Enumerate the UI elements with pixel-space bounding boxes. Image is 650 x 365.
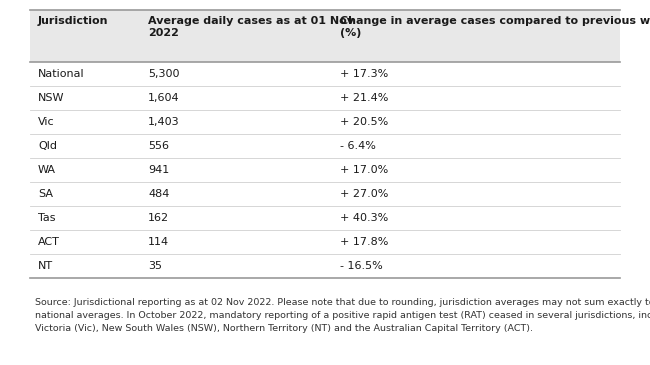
Text: 5,300: 5,300 <box>148 69 179 79</box>
Text: + 21.4%: + 21.4% <box>340 93 389 103</box>
Text: + 17.0%: + 17.0% <box>340 165 388 175</box>
Text: 1,604: 1,604 <box>148 93 179 103</box>
Text: + 20.5%: + 20.5% <box>340 117 388 127</box>
Text: + 40.3%: + 40.3% <box>340 213 388 223</box>
Text: SA: SA <box>38 189 53 199</box>
Text: 556: 556 <box>148 141 169 151</box>
Text: + 17.3%: + 17.3% <box>340 69 388 79</box>
Text: + 27.0%: + 27.0% <box>340 189 389 199</box>
Text: - 6.4%: - 6.4% <box>340 141 376 151</box>
Text: Jurisdiction: Jurisdiction <box>38 16 109 26</box>
Text: Qld: Qld <box>38 141 57 151</box>
Text: 162: 162 <box>148 213 169 223</box>
Text: Vic: Vic <box>38 117 55 127</box>
Text: NSW: NSW <box>38 93 64 103</box>
Text: 484: 484 <box>148 189 170 199</box>
Text: + 17.8%: + 17.8% <box>340 237 389 247</box>
Text: - 16.5%: - 16.5% <box>340 261 383 271</box>
Text: 941: 941 <box>148 165 169 175</box>
Bar <box>30 10 620 62</box>
Text: NT: NT <box>38 261 53 271</box>
Text: National: National <box>38 69 84 79</box>
Text: WA: WA <box>38 165 56 175</box>
Text: Tas: Tas <box>38 213 55 223</box>
Text: Source: Jurisdictional reporting as at 02 Nov 2022. Please note that due to roun: Source: Jurisdictional reporting as at 0… <box>35 298 650 333</box>
Text: Change in average cases compared to previous week
(%): Change in average cases compared to prev… <box>340 16 650 38</box>
Text: 114: 114 <box>148 237 169 247</box>
Text: 35: 35 <box>148 261 162 271</box>
Text: ACT: ACT <box>38 237 60 247</box>
Text: 1,403: 1,403 <box>148 117 179 127</box>
Text: Average daily cases as at 01 Nov
2022: Average daily cases as at 01 Nov 2022 <box>148 16 354 38</box>
